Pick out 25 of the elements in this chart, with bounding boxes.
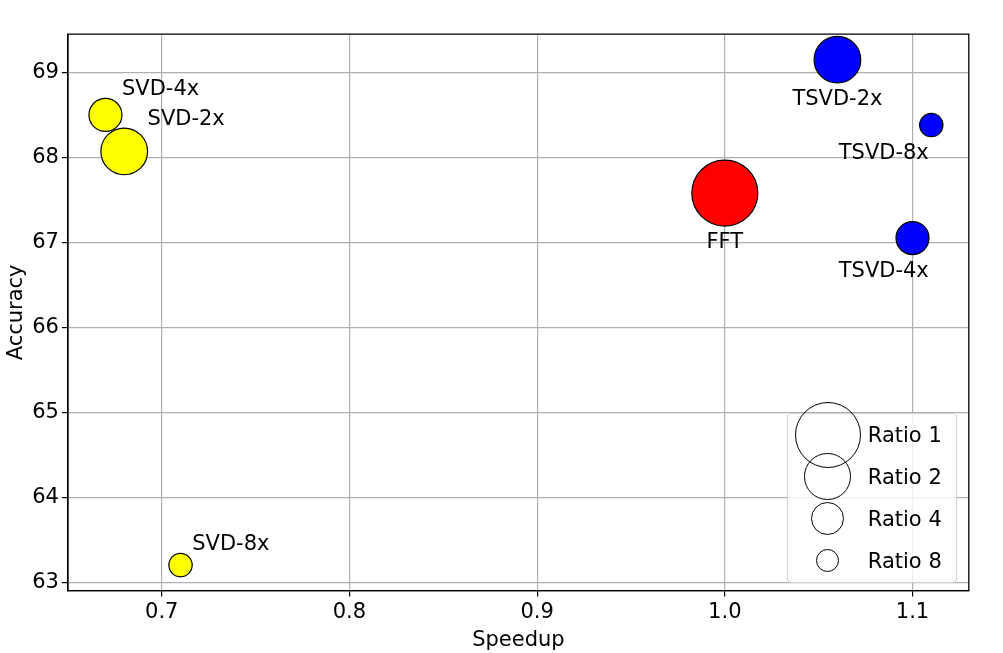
y-tick-label: 64	[32, 483, 59, 508]
x-tick-label: 0.9	[520, 598, 554, 623]
legend-label: Ratio 4	[867, 506, 943, 531]
annotation: SVD-8x	[192, 531, 270, 556]
x-tick-label: 0.8	[332, 598, 367, 623]
y-tick-label: 68	[32, 143, 59, 168]
annotation: TSVD-2x	[791, 85, 883, 110]
annotation: TSVD-4x	[837, 257, 929, 282]
annotation: SVD-4x	[121, 76, 200, 101]
legend-label: Ratio 8	[867, 548, 943, 573]
y-tick-label: 63	[32, 568, 59, 593]
y-tick-label: 67	[32, 228, 59, 253]
x-axis-title: Speedup	[472, 626, 565, 651]
annotation: FFT	[706, 229, 744, 253]
y-tick-label: 65	[32, 398, 59, 423]
annotation: SVD-2x	[147, 106, 225, 131]
legend-label: Ratio 1	[867, 422, 943, 447]
y-axis-title: Accuracy	[3, 264, 28, 361]
y-tick-label: 69	[32, 58, 59, 83]
y-tick-label: 66	[32, 313, 59, 338]
x-tick-label: 1.0	[708, 598, 742, 623]
x-tick-label: 1.1	[895, 598, 930, 623]
legend-label: Ratio 2	[867, 464, 943, 489]
annotation: TSVD-8x	[837, 139, 929, 164]
x-tick-label: 0.7	[145, 598, 179, 623]
